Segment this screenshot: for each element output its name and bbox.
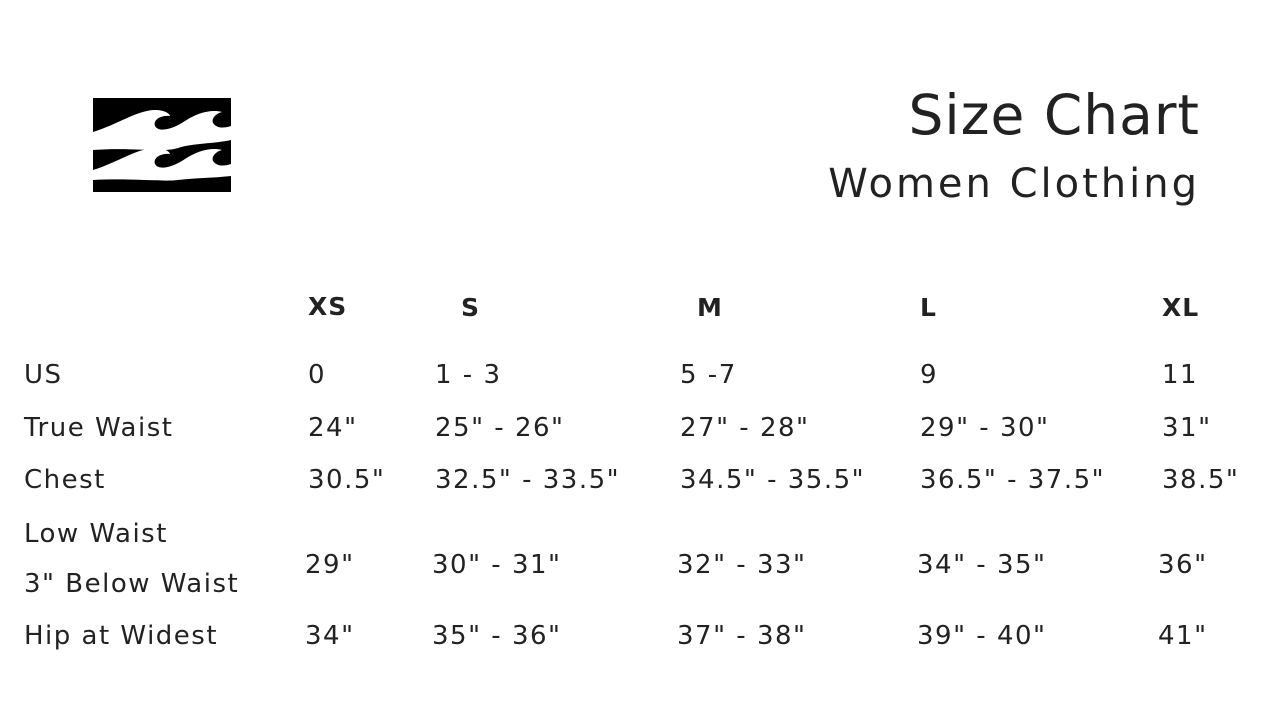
table-cell-us-xl: 11 [1162, 360, 1199, 390]
row-label-low-waist: Low Waist [24, 519, 168, 549]
table-cell-us-s: 1 - 3 [435, 360, 502, 390]
table-cell-chest-xs: 30.5" [308, 465, 386, 495]
table-cell-low-waist-s: 30" - 31" [432, 550, 562, 580]
table-cell-chest-m: 34.5" - 35.5" [680, 465, 866, 495]
table-cell-true-waist-s: 25" - 26" [435, 413, 565, 443]
table-cell-hip-at-widest-xs: 34" [305, 621, 355, 651]
page-subtitle: Women Clothing [828, 161, 1200, 207]
brand-logo-icon [93, 98, 231, 192]
row-label-low-waist-sub: 3" Below Waist [24, 569, 240, 599]
column-header-m: M [697, 293, 723, 322]
table-cell-hip-at-widest-l: 39" - 40" [917, 621, 1047, 651]
table-cell-chest-s: 32.5" - 33.5" [435, 465, 621, 495]
table-cell-true-waist-xs: 24" [308, 413, 358, 443]
column-header-l: L [920, 293, 937, 322]
row-label-hip-at-widest: Hip at Widest [24, 621, 219, 651]
table-cell-us-m: 5 -7 [680, 360, 737, 390]
page-title: Size Chart [908, 83, 1200, 147]
table-cell-us-l: 9 [920, 360, 939, 390]
row-label-us: US [24, 360, 63, 390]
table-cell-chest-l: 36.5" - 37.5" [920, 465, 1106, 495]
table-cell-true-waist-l: 29" - 30" [920, 413, 1050, 443]
row-label-chest: Chest [24, 465, 106, 495]
table-cell-hip-at-widest-s: 35" - 36" [432, 621, 562, 651]
table-cell-low-waist-xl: 36" [1158, 550, 1208, 580]
table-cell-us-xs: 0 [308, 360, 327, 390]
table-cell-true-waist-m: 27" - 28" [680, 413, 810, 443]
column-header-xl: XL [1162, 293, 1200, 322]
row-label-true-waist: True Waist [24, 413, 174, 443]
table-cell-chest-xl: 38.5" [1162, 465, 1240, 495]
table-cell-true-waist-xl: 31" [1162, 413, 1212, 443]
column-header-s: S [461, 293, 481, 322]
table-cell-low-waist-l: 34" - 35" [917, 550, 1047, 580]
table-cell-hip-at-widest-m: 37" - 38" [677, 621, 807, 651]
table-cell-low-waist-m: 32" - 33" [677, 550, 807, 580]
table-cell-low-waist-xs: 29" [305, 550, 355, 580]
table-cell-hip-at-widest-xl: 41" [1158, 621, 1208, 651]
column-header-xs: XS [308, 292, 348, 321]
